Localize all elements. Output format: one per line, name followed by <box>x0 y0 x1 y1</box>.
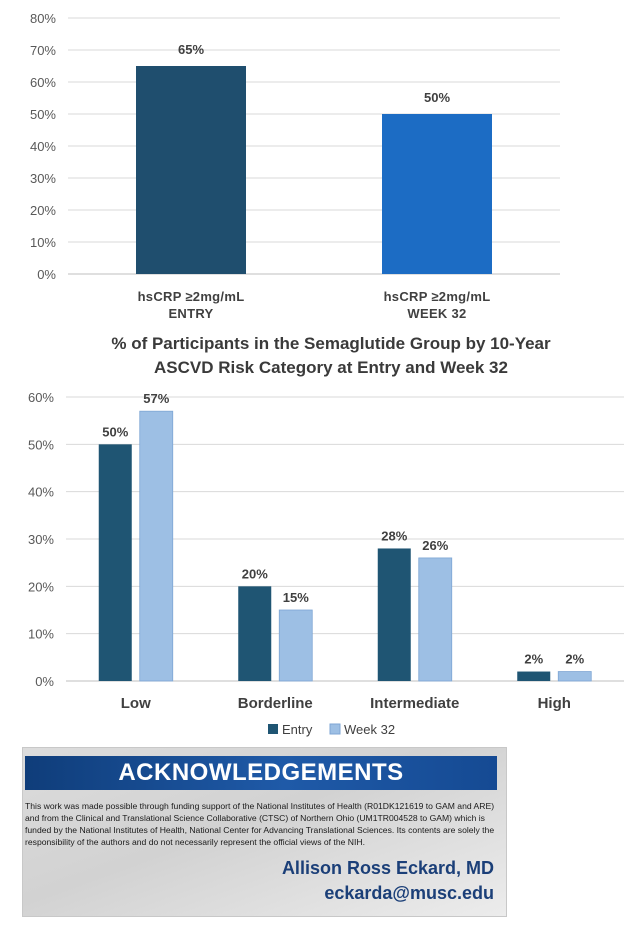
y-tick-label: 10% <box>30 235 56 250</box>
bar <box>418 557 453 682</box>
y-tick-label: 30% <box>28 532 54 547</box>
bar <box>557 671 592 682</box>
y-tick-label: 20% <box>30 203 56 218</box>
legend-label: Week 32 <box>344 722 395 737</box>
author-name: Allison Ross Eckard, MD <box>281 858 494 878</box>
chart-title-line: % of Participants in the Semaglutide Gro… <box>111 334 551 353</box>
y-tick-label: 30% <box>30 171 56 186</box>
chart-hscrp: 0% 10% 20% 30% 40% 50% 60% 70% 80% 65% hsCRP ≥2mg/… <box>30 11 560 321</box>
data-label: 15% <box>283 590 309 605</box>
acknowledgements-panel: ACKNOWLEDGEMENTS This work was made poss… <box>22 747 507 917</box>
bar <box>517 671 551 681</box>
bar <box>377 548 411 681</box>
data-label: 65% <box>178 42 204 57</box>
data-label: 50% <box>424 90 450 105</box>
category-label: WEEK 32 <box>407 306 466 321</box>
chart-ascvd-risk: % of Participants in the Semaglutide Gro… <box>28 334 624 737</box>
author-email[interactable]: eckarda@musc.edu <box>324 883 494 903</box>
bar <box>136 66 246 274</box>
legend-swatch <box>329 723 341 735</box>
bar <box>278 609 313 682</box>
acknowledgements-text: This work was made possible through fund… <box>25 801 495 847</box>
y-tick-label: 80% <box>30 11 56 26</box>
data-label: 20% <box>242 566 268 581</box>
bar <box>98 444 132 681</box>
category-label: hsCRP ≥2mg/mL <box>138 289 245 304</box>
y-tick-label: 70% <box>30 43 56 58</box>
data-label: 2% <box>524 652 543 667</box>
y-tick-label: 40% <box>28 485 54 500</box>
y-tick-label: 20% <box>28 579 54 594</box>
data-label: 2% <box>565 652 584 667</box>
legend-label: Entry <box>282 722 313 737</box>
category-label: hsCRP ≥2mg/mL <box>384 289 491 304</box>
category-label: Borderline <box>238 695 313 712</box>
y-tick-label: 50% <box>28 437 54 452</box>
bar <box>139 410 174 682</box>
y-tick-label: 40% <box>30 139 56 154</box>
y-tick-label: 0% <box>37 267 56 282</box>
data-label: 50% <box>102 424 128 439</box>
y-tick-label: 10% <box>28 627 54 642</box>
y-tick-label: 60% <box>30 75 56 90</box>
y-tick-label: 0% <box>35 674 54 689</box>
bar <box>238 586 272 681</box>
category-label: Intermediate <box>370 695 459 712</box>
y-tick-label: 50% <box>30 107 56 122</box>
data-label: 28% <box>381 528 407 543</box>
category-label: ENTRY <box>168 306 213 321</box>
bar <box>382 114 492 274</box>
chart-title: % of Participants in the Semaglutide Gro… <box>111 334 551 377</box>
y-tick-label: 60% <box>28 390 54 405</box>
category-label: High <box>538 695 571 712</box>
category-label: Low <box>121 695 151 712</box>
acknowledgements-heading: ACKNOWLEDGEMENTS <box>25 756 497 790</box>
legend-swatch <box>268 724 278 734</box>
data-label: 57% <box>143 391 169 406</box>
chart-title-line: ASCVD Risk Category at Entry and Week 32 <box>154 358 508 377</box>
charts-canvas: 0% 10% 20% 30% 40% 50% 60% 70% 80% 65% hsCRP ≥2mg/… <box>28 11 624 737</box>
data-label: 26% <box>422 538 448 553</box>
